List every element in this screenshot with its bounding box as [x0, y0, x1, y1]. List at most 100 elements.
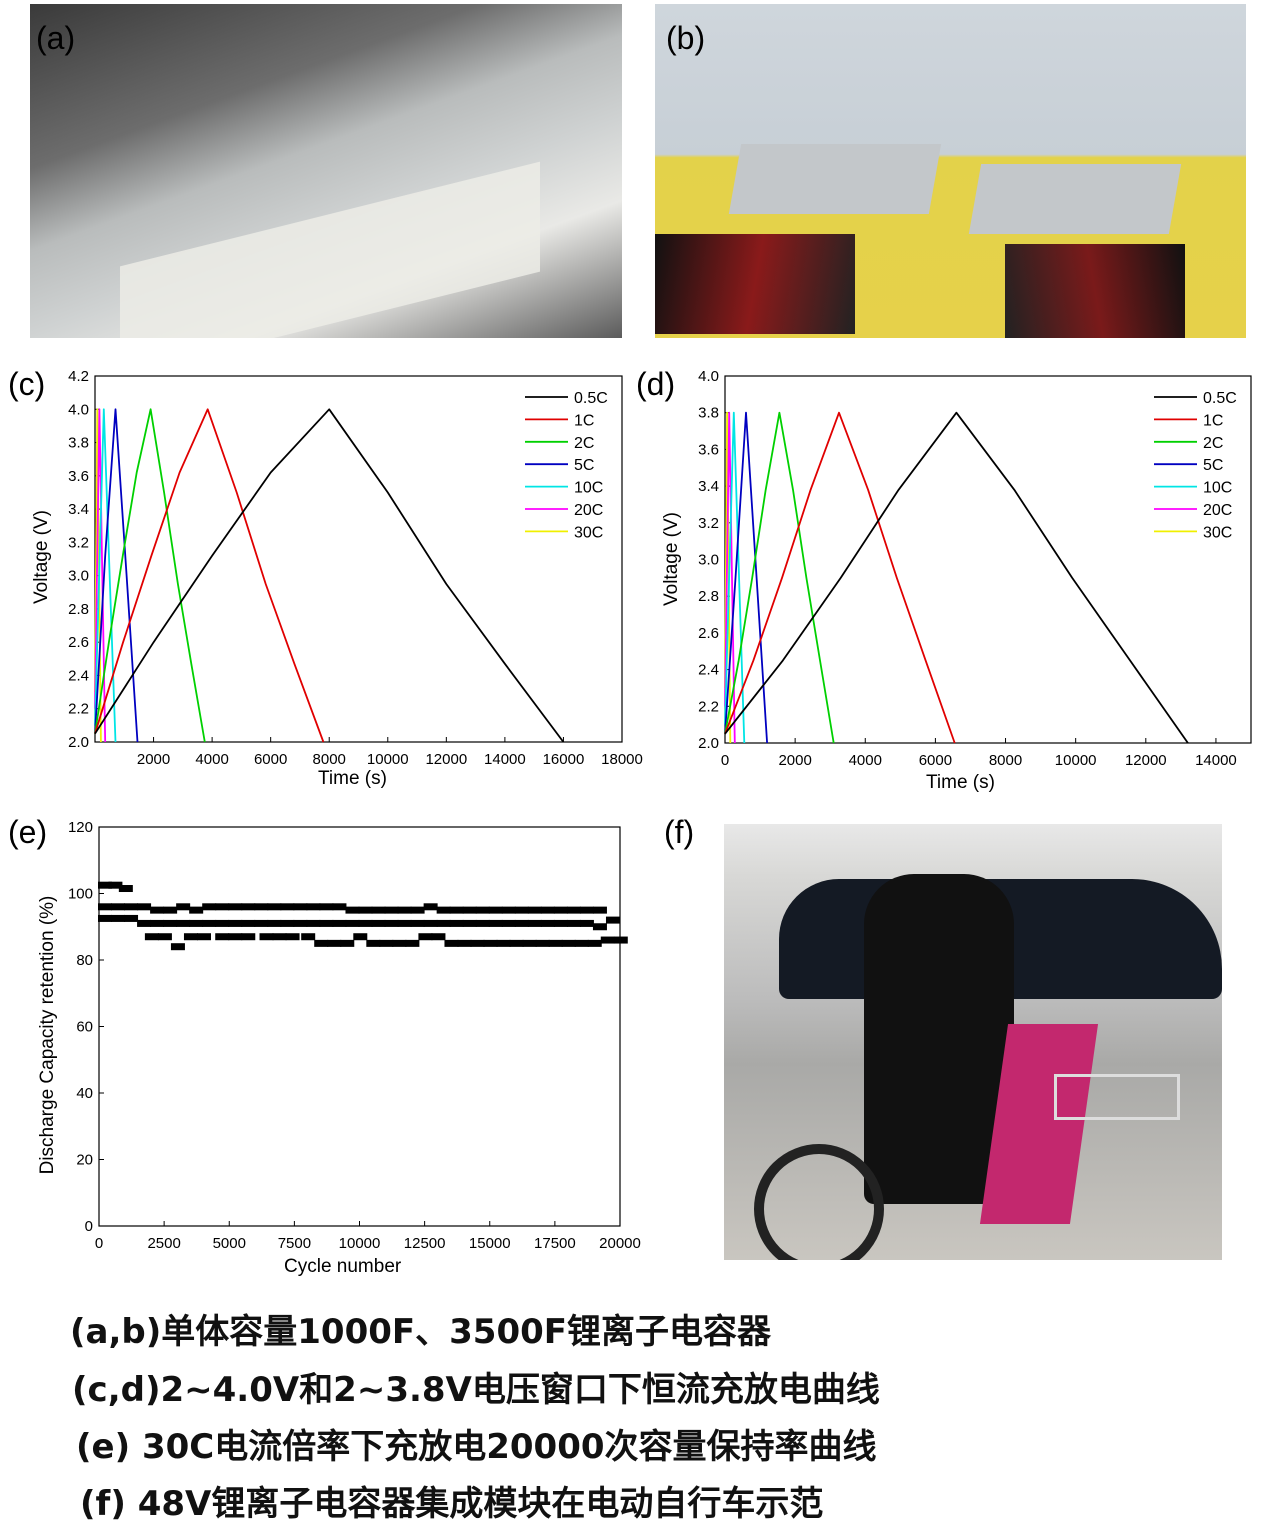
data-point	[137, 903, 152, 911]
data-point	[332, 903, 347, 911]
data-point	[384, 906, 399, 914]
x-tick-label: 17500	[534, 1235, 576, 1252]
photo-b-module-cells	[655, 4, 1246, 338]
data-point	[540, 906, 555, 914]
data-point	[553, 919, 568, 927]
data-point	[176, 903, 191, 911]
data-point	[392, 939, 407, 947]
data-point	[314, 939, 329, 947]
x-tick-label: 6000	[919, 752, 952, 769]
data-point	[613, 936, 628, 944]
y-tick-label: 3.2	[68, 534, 89, 551]
y-tick-label: 2.8	[698, 588, 719, 605]
panel-label-d: (d)	[636, 366, 676, 402]
data-point	[371, 906, 386, 914]
data-point	[436, 919, 451, 927]
data-point	[98, 903, 112, 911]
data-point	[405, 939, 420, 947]
data-point	[444, 939, 459, 947]
data-point	[254, 919, 269, 927]
data-point	[306, 903, 321, 911]
y-tick-label: 2.8	[68, 601, 89, 618]
y-tick-label: 20	[76, 1152, 93, 1169]
data-point	[301, 933, 316, 941]
data-point	[483, 939, 498, 947]
data-point	[345, 919, 360, 927]
series-line-20C	[94, 408, 107, 743]
x-tick-label: 7500	[278, 1235, 311, 1252]
y-tick-label: 40	[76, 1085, 93, 1102]
data-point	[535, 939, 550, 947]
y-tick-label: 3.2	[698, 515, 719, 532]
data-point	[475, 906, 490, 914]
data-point	[228, 933, 243, 941]
data-point	[202, 903, 217, 911]
y-tick-label: 2.0	[698, 735, 719, 752]
x-tick-label: 20000	[599, 1235, 641, 1252]
x-tick-label: 15000	[469, 1235, 511, 1252]
x-tick-label: 8000	[313, 751, 346, 768]
data-point	[137, 919, 152, 927]
y-tick-label: 2.6	[698, 625, 719, 642]
y-tick-label: 3.0	[68, 568, 89, 585]
data-point	[272, 933, 287, 941]
series-line-1C	[94, 408, 325, 743]
data-point	[332, 919, 347, 927]
y-tick-label: 3.8	[698, 405, 719, 422]
series-line-2C	[94, 408, 206, 743]
series-line-5C	[724, 411, 768, 744]
data-point	[353, 933, 368, 941]
data-point	[488, 906, 503, 914]
data-point	[548, 939, 563, 947]
legend-label-20C: 20C	[1203, 502, 1232, 519]
data-point	[241, 903, 256, 911]
data-point	[509, 939, 524, 947]
panel-label-f: (f)	[664, 814, 695, 850]
data-point	[470, 939, 485, 947]
data-point	[124, 914, 139, 922]
y-tick-label: 3.6	[68, 468, 89, 485]
caption-f: (f) 48V锂离子电容器集成模块在电动自行车示范	[80, 1484, 824, 1524]
data-point	[170, 943, 185, 951]
data-point	[462, 906, 477, 914]
x-tick-label: 12000	[1125, 752, 1167, 769]
y-tick-label: 4.0	[698, 368, 719, 385]
data-point	[163, 919, 178, 927]
x-tick-label: 0	[95, 1235, 103, 1252]
legend-label-10C: 10C	[1203, 480, 1232, 497]
data-point	[423, 903, 438, 911]
data-point	[371, 919, 386, 927]
data-point	[605, 916, 620, 924]
legend-label-1C: 1C	[574, 412, 594, 429]
legend-label-5C: 5C	[574, 457, 594, 474]
y-tick-label: 2.0	[68, 734, 89, 751]
data-point	[574, 939, 589, 947]
data-point	[285, 933, 300, 941]
data-point	[267, 919, 282, 927]
data-point	[259, 933, 274, 941]
data-point	[196, 933, 211, 941]
data-point	[514, 919, 529, 927]
y-tick-label: 3.0	[698, 552, 719, 569]
series-line-1C	[724, 411, 956, 744]
data-point	[592, 906, 607, 914]
y-tick-label: 3.4	[68, 501, 89, 518]
data-point	[527, 919, 542, 927]
data-point	[144, 933, 159, 941]
data-point	[111, 903, 126, 911]
data-point	[540, 919, 555, 927]
data-point	[553, 906, 568, 914]
data-point	[592, 923, 607, 931]
data-point	[150, 906, 165, 914]
chart-e-xlabel: Cycle number	[284, 1256, 402, 1277]
y-tick-label: 3.4	[698, 478, 719, 495]
data-point	[215, 933, 230, 941]
data-point	[566, 919, 581, 927]
data-point	[496, 939, 511, 947]
x-tick-label: 10000	[339, 1235, 381, 1252]
series-line-2C	[724, 411, 835, 744]
x-tick-label: 14000	[1195, 752, 1237, 769]
legend-label-20C: 20C	[574, 502, 603, 519]
data-point	[108, 881, 123, 889]
data-point	[358, 906, 373, 914]
